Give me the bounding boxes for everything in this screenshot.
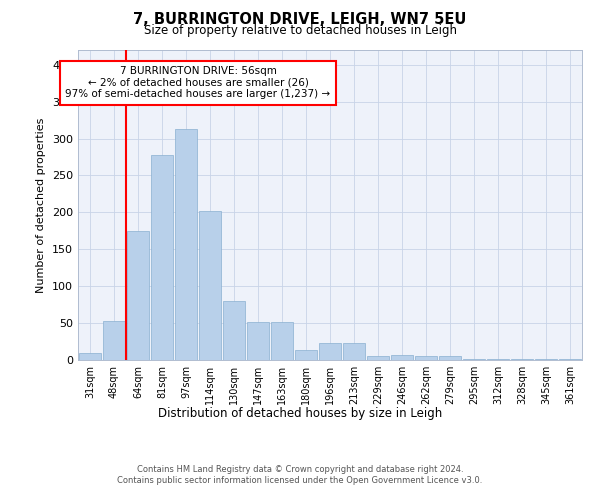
Bar: [79, 352, 101, 360]
Bar: [103, 321, 125, 360]
Bar: [319, 343, 341, 360]
Bar: [391, 355, 413, 360]
Bar: [559, 358, 581, 360]
Bar: [439, 356, 461, 360]
Text: Size of property relative to detached houses in Leigh: Size of property relative to detached ho…: [143, 24, 457, 37]
Bar: [247, 322, 269, 360]
Bar: [295, 350, 317, 360]
Bar: [487, 358, 509, 360]
Bar: [535, 358, 557, 360]
Text: Distribution of detached houses by size in Leigh: Distribution of detached houses by size …: [158, 408, 442, 420]
Text: 7 BURRINGTON DRIVE: 56sqm
← 2% of detached houses are smaller (26)
97% of semi-d: 7 BURRINGTON DRIVE: 56sqm ← 2% of detach…: [65, 66, 331, 100]
Bar: [199, 211, 221, 360]
Bar: [343, 343, 365, 360]
Bar: [127, 231, 149, 360]
Bar: [367, 356, 389, 360]
Bar: [223, 301, 245, 360]
Bar: [271, 322, 293, 360]
Bar: [175, 129, 197, 360]
Text: Contains public sector information licensed under the Open Government Licence v3: Contains public sector information licen…: [118, 476, 482, 485]
Text: 7, BURRINGTON DRIVE, LEIGH, WN7 5EU: 7, BURRINGTON DRIVE, LEIGH, WN7 5EU: [133, 12, 467, 28]
Y-axis label: Number of detached properties: Number of detached properties: [37, 118, 46, 292]
Bar: [415, 356, 437, 360]
Bar: [151, 155, 173, 360]
Bar: [463, 358, 485, 360]
Bar: [511, 358, 533, 360]
Text: Contains HM Land Registry data © Crown copyright and database right 2024.: Contains HM Land Registry data © Crown c…: [137, 465, 463, 474]
